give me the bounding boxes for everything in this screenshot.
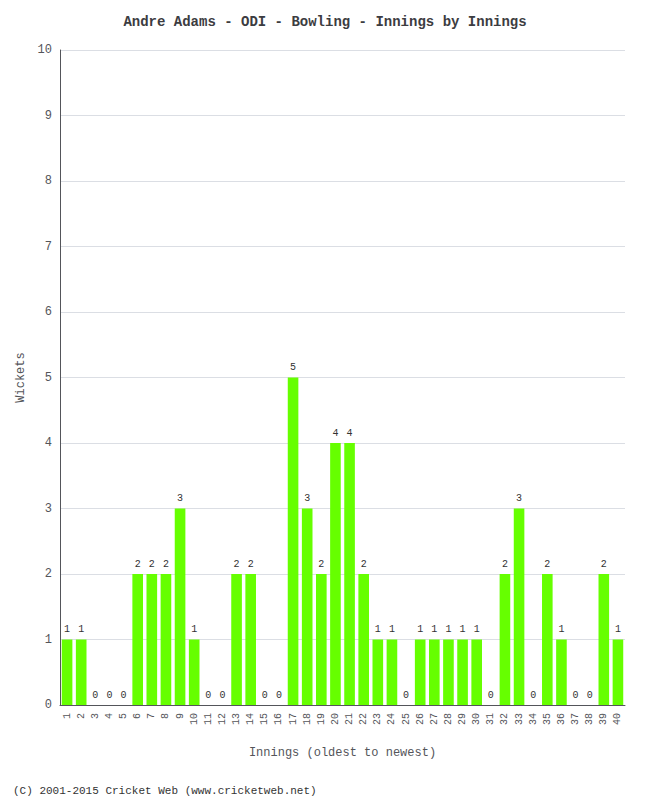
svg-text:5: 5 [45, 371, 52, 385]
svg-text:1: 1 [375, 624, 381, 635]
svg-text:4: 4 [104, 713, 115, 719]
svg-text:1: 1 [558, 624, 564, 635]
svg-text:7: 7 [146, 713, 157, 719]
svg-text:29: 29 [457, 713, 468, 725]
svg-text:1: 1 [431, 624, 437, 635]
svg-text:3: 3 [304, 493, 310, 504]
svg-text:19: 19 [316, 713, 327, 725]
svg-text:10: 10 [189, 713, 200, 725]
svg-text:7: 7 [45, 240, 52, 254]
svg-text:37: 37 [570, 713, 581, 725]
svg-text:2: 2 [135, 559, 141, 570]
svg-text:8: 8 [160, 713, 171, 719]
svg-text:20: 20 [330, 713, 341, 725]
svg-text:5: 5 [290, 362, 296, 373]
svg-text:2: 2 [76, 713, 87, 719]
svg-text:(C) 2001-2015 Cricket Web (www: (C) 2001-2015 Cricket Web (www.cricketwe… [13, 785, 317, 797]
svg-text:0: 0 [45, 698, 52, 712]
svg-text:12: 12 [217, 713, 228, 725]
svg-text:0: 0 [262, 690, 268, 701]
svg-text:17: 17 [288, 713, 299, 725]
svg-text:1: 1 [615, 624, 621, 635]
svg-text:18: 18 [302, 713, 313, 725]
svg-text:9: 9 [175, 713, 186, 719]
svg-text:0: 0 [530, 690, 536, 701]
svg-text:1: 1 [460, 624, 466, 635]
svg-text:31: 31 [485, 713, 496, 725]
svg-text:40: 40 [612, 713, 623, 725]
svg-text:24: 24 [386, 713, 397, 725]
svg-text:6: 6 [45, 305, 52, 319]
svg-text:0: 0 [219, 690, 225, 701]
svg-text:3: 3 [90, 713, 101, 719]
svg-text:5: 5 [118, 713, 129, 719]
svg-text:0: 0 [587, 690, 593, 701]
svg-text:9: 9 [45, 109, 52, 123]
svg-text:11: 11 [203, 713, 214, 725]
svg-text:34: 34 [528, 713, 539, 725]
svg-text:2: 2 [544, 559, 550, 570]
svg-text:3: 3 [45, 502, 52, 516]
svg-text:2: 2 [234, 559, 240, 570]
svg-text:8: 8 [45, 174, 52, 188]
svg-text:13: 13 [231, 713, 242, 725]
svg-text:1: 1 [64, 624, 70, 635]
svg-text:10: 10 [38, 43, 52, 57]
svg-text:27: 27 [429, 713, 440, 725]
svg-text:6: 6 [132, 713, 143, 719]
svg-text:1: 1 [474, 624, 480, 635]
svg-text:33: 33 [514, 713, 525, 725]
svg-text:2: 2 [149, 559, 155, 570]
svg-text:25: 25 [401, 713, 412, 725]
svg-text:0: 0 [488, 690, 494, 701]
svg-text:30: 30 [471, 713, 482, 725]
svg-text:16: 16 [273, 713, 284, 725]
svg-text:1: 1 [45, 633, 52, 647]
svg-text:22: 22 [358, 713, 369, 725]
svg-text:15: 15 [259, 713, 270, 725]
svg-text:0: 0 [205, 690, 211, 701]
svg-text:28: 28 [443, 713, 454, 725]
svg-text:14: 14 [245, 713, 256, 725]
svg-text:2: 2 [361, 559, 367, 570]
svg-text:Andre Adams - ODI - Bowling -: Andre Adams - ODI - Bowling - Innings by… [123, 14, 526, 30]
svg-text:0: 0 [92, 690, 98, 701]
svg-text:26: 26 [415, 713, 426, 725]
svg-text:4: 4 [347, 428, 353, 439]
svg-text:0: 0 [276, 690, 282, 701]
svg-text:1: 1 [191, 624, 197, 635]
svg-text:0: 0 [573, 690, 579, 701]
svg-text:2: 2 [318, 559, 324, 570]
svg-text:39: 39 [598, 713, 609, 725]
svg-text:2: 2 [601, 559, 607, 570]
svg-text:2: 2 [502, 559, 508, 570]
svg-text:1: 1 [417, 624, 423, 635]
svg-text:32: 32 [499, 713, 510, 725]
svg-text:2: 2 [45, 567, 52, 581]
svg-text:23: 23 [372, 713, 383, 725]
svg-text:21: 21 [344, 713, 355, 725]
svg-text:3: 3 [516, 493, 522, 504]
svg-text:36: 36 [556, 713, 567, 725]
svg-text:0: 0 [106, 690, 112, 701]
svg-text:Innings (oldest to newest): Innings (oldest to newest) [249, 746, 436, 760]
svg-text:2: 2 [163, 559, 169, 570]
svg-text:4: 4 [45, 436, 52, 450]
svg-text:1: 1 [389, 624, 395, 635]
svg-text:1: 1 [445, 624, 451, 635]
svg-text:4: 4 [332, 428, 338, 439]
svg-text:1: 1 [62, 713, 73, 719]
svg-text:2: 2 [248, 559, 254, 570]
svg-text:0: 0 [121, 690, 127, 701]
svg-text:35: 35 [542, 713, 553, 725]
svg-text:38: 38 [584, 713, 595, 725]
svg-text:1: 1 [78, 624, 84, 635]
svg-text:0: 0 [403, 690, 409, 701]
svg-text:3: 3 [177, 493, 183, 504]
svg-text:Wickets: Wickets [14, 352, 28, 402]
